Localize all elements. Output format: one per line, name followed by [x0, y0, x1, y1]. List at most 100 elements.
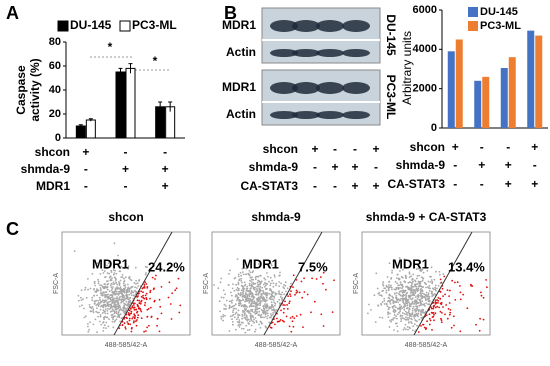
event-dot	[480, 294, 483, 297]
event-dot	[97, 301, 100, 304]
event-dot	[439, 298, 442, 300]
event-dot	[134, 302, 136, 305]
event-dot	[245, 273, 248, 276]
event-dot	[73, 250, 76, 253]
event-dot	[405, 276, 407, 278]
event-dot	[402, 328, 405, 331]
event-dot	[142, 291, 144, 294]
event-dot	[263, 316, 265, 319]
event-dot	[412, 305, 415, 308]
event-dot	[260, 289, 262, 292]
event-dot	[115, 290, 118, 293]
event-dot	[95, 304, 98, 306]
event-dot	[270, 290, 273, 293]
event-dot	[238, 321, 241, 324]
event-dot	[115, 278, 117, 280]
bar	[447, 51, 455, 128]
event-dot	[106, 272, 109, 274]
event-dot	[102, 306, 105, 309]
event-dot	[387, 286, 390, 288]
event-dot	[393, 329, 395, 331]
event-dot	[408, 317, 411, 319]
event-dot	[406, 304, 409, 307]
event-dot	[137, 295, 139, 297]
event-dot	[84, 288, 86, 291]
event-dot	[99, 273, 102, 275]
event-dot	[237, 316, 240, 319]
event-dot	[102, 291, 105, 294]
event-dot	[422, 277, 424, 280]
event-dot	[95, 310, 98, 313]
event-dot	[278, 285, 280, 287]
event-dot	[411, 277, 414, 280]
event-dot	[266, 312, 269, 315]
event-dot	[121, 324, 124, 326]
condition-sign: -	[313, 179, 317, 193]
condition-sign: -	[353, 142, 357, 156]
event-dot	[402, 285, 404, 288]
event-dot	[420, 294, 423, 297]
event-dot	[90, 307, 93, 310]
event-dot	[414, 284, 417, 287]
event-dot	[153, 287, 156, 290]
event-dot	[398, 299, 401, 302]
marker-label: MDR1	[392, 256, 429, 271]
condition-sign: -	[84, 162, 88, 176]
band	[342, 49, 370, 57]
event-dot	[106, 283, 109, 286]
event-dot	[255, 306, 258, 308]
event-dot	[265, 282, 267, 285]
event-dot	[104, 276, 107, 278]
event-dot	[112, 286, 114, 288]
event-dot	[129, 323, 132, 326]
event-dot	[95, 291, 98, 293]
event-dot	[407, 310, 410, 313]
event-dot	[433, 278, 436, 281]
event-dot	[240, 327, 243, 330]
event-dot	[419, 281, 422, 283]
event-dot	[394, 310, 397, 313]
event-dot	[227, 284, 230, 286]
event-dot	[259, 296, 262, 299]
event-dot	[222, 314, 225, 316]
event-dot	[234, 276, 237, 279]
event-dot	[427, 303, 429, 306]
event-dot	[269, 326, 272, 329]
band	[270, 20, 298, 32]
event-dot	[235, 288, 238, 291]
event-dot	[248, 284, 251, 287]
event-dot	[420, 268, 423, 271]
event-dot	[102, 321, 105, 323]
event-dot	[135, 308, 138, 311]
event-dot	[428, 303, 431, 306]
event-dot	[405, 292, 408, 295]
event-dot	[108, 318, 110, 321]
event-dot	[424, 305, 426, 307]
event-dot	[112, 292, 115, 295]
event-dot	[229, 269, 231, 272]
event-dot	[87, 288, 89, 291]
event-dot	[259, 288, 261, 291]
event-dot	[405, 295, 408, 297]
event-dot	[244, 295, 247, 297]
event-dot	[306, 293, 309, 296]
event-dot	[103, 318, 105, 321]
condition-sign: -	[453, 158, 457, 172]
event-dot	[285, 290, 287, 293]
event-dot	[259, 282, 262, 285]
event-dot	[136, 316, 139, 319]
event-dot	[282, 311, 285, 314]
event-dot	[87, 278, 89, 280]
event-dot	[386, 300, 389, 303]
event-dot	[90, 310, 92, 312]
event-dot	[155, 274, 157, 277]
event-dot	[405, 307, 408, 310]
event-dot	[271, 292, 274, 295]
event-dot	[240, 279, 243, 282]
event-dot	[241, 315, 244, 317]
event-dot	[228, 330, 231, 332]
event-dot	[414, 314, 417, 316]
event-dot	[290, 290, 292, 293]
plot-title: shmda-9 + CA-STAT3	[366, 210, 487, 224]
event-dot	[459, 291, 462, 294]
